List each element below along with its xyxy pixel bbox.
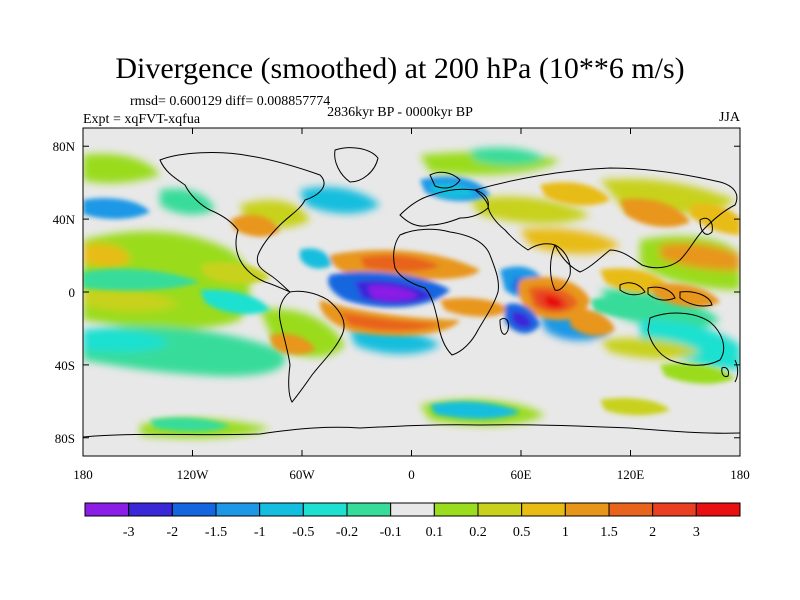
colorbar-label: 0.2 xyxy=(469,525,487,540)
colorbar-swatch xyxy=(215,502,261,517)
colorbar-label: 0.1 xyxy=(426,525,444,540)
colorbar-label: -2 xyxy=(166,525,178,540)
y-tick-label: 80S xyxy=(55,431,75,446)
colorbar: -3 -2 -1.5 -1 -0.5 -0.2 -0.1 0.1 0.2 0.5 1 1.5 2 3 xyxy=(84,502,741,540)
colorbar-label: 1 xyxy=(562,525,569,540)
experiment-label: Expt = xqFVT-xqfua xyxy=(83,112,201,127)
colorbar-label: -0.1 xyxy=(380,525,402,540)
colorbar-swatch xyxy=(259,502,304,517)
colorbar-swatch xyxy=(521,502,566,517)
colorbar-swatch xyxy=(128,502,173,517)
colorbar-label: -3 xyxy=(123,525,135,540)
colorbar-label: -0.2 xyxy=(336,525,358,540)
colorbar-swatch xyxy=(652,502,697,517)
colorbar-swatch xyxy=(390,502,435,517)
colorbar-label: -1 xyxy=(254,525,266,540)
colorbar-swatch xyxy=(564,502,610,517)
colorbar-swatch xyxy=(302,502,348,517)
x-tick-label: 180 xyxy=(73,467,93,482)
colorbar-swatch xyxy=(171,502,217,517)
y-tick-label: 0 xyxy=(69,285,76,300)
colorbar-label: -0.5 xyxy=(292,525,314,540)
colorbar-label: -1.5 xyxy=(205,525,227,540)
coastlines xyxy=(83,147,740,438)
x-tick-label: 180 xyxy=(730,467,750,482)
period-label: 2836kyr BP - 0000kyr BP xyxy=(327,105,473,120)
x-tick-label: 120E xyxy=(617,467,645,482)
colorbar-label: 1.5 xyxy=(600,525,618,540)
y-tick-label: 80N xyxy=(53,139,76,154)
colorbar-label: 0.5 xyxy=(513,525,531,540)
y-tick-label: 40S xyxy=(55,358,75,373)
colorbar-label: 3 xyxy=(693,525,700,540)
divergence-field xyxy=(83,128,740,456)
colorbar-swatch xyxy=(84,502,130,517)
y-tick-label: 40N xyxy=(53,212,76,227)
colorbar-label: 2 xyxy=(649,525,656,540)
map-axes: 180 120W 60W 0 60E 120E 180 80N 40N 0 40S 80S xyxy=(53,128,750,482)
chart-title: Divergence (smoothed) at 200 hPa (10**6 … xyxy=(115,52,685,85)
x-tick-label: 0 xyxy=(408,467,415,482)
x-tick-label: 60W xyxy=(289,467,315,482)
x-tick-label: 120W xyxy=(177,467,210,482)
colorbar-swatch xyxy=(346,502,392,517)
colorbar-swatch xyxy=(477,502,523,517)
colorbar-swatch xyxy=(608,502,654,517)
colorbar-swatch xyxy=(695,502,741,517)
stats-text: rmsd= 0.600129 diff= 0.008857774 xyxy=(130,94,331,109)
season-label: JJA xyxy=(718,110,740,125)
x-tick-label: 60E xyxy=(511,467,532,482)
colorbar-swatch xyxy=(433,502,479,517)
